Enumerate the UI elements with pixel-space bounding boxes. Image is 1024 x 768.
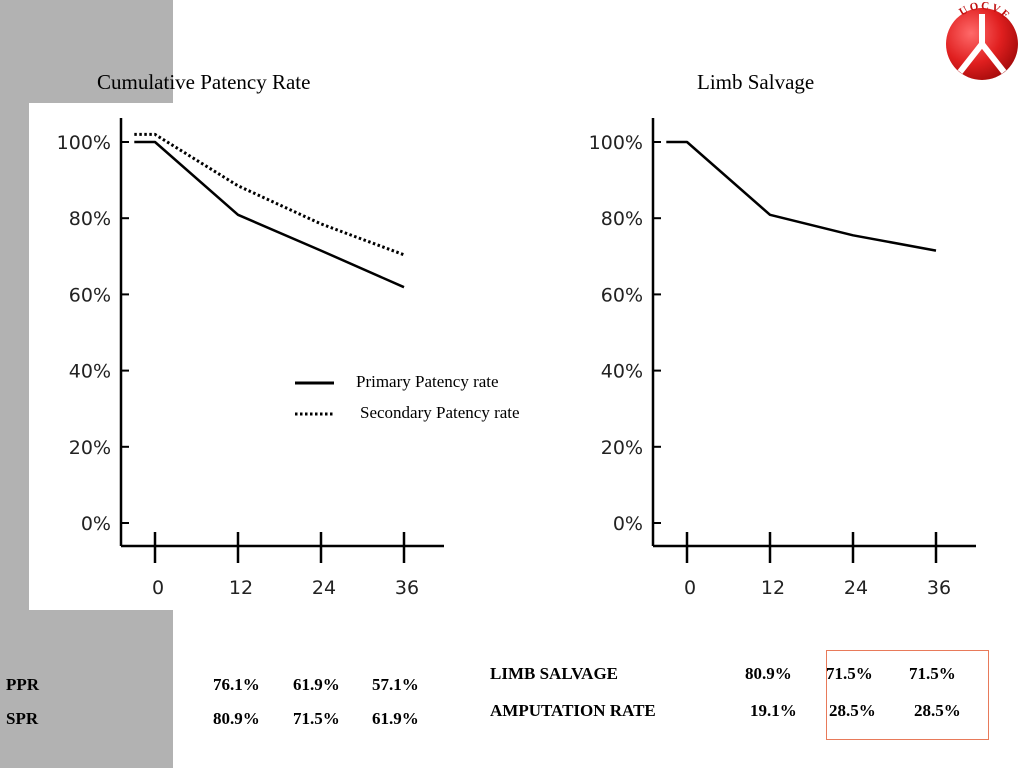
- x-tick-label: 36: [395, 577, 419, 599]
- limb-chart-title: Limb Salvage: [697, 70, 815, 94]
- y-tick-label: 40%: [601, 361, 643, 383]
- primary-series-line: [134, 140, 405, 289]
- y-tick-label: 20%: [69, 437, 111, 459]
- x-tick-label: 24: [312, 577, 336, 599]
- amputation-rate-label: AMPUTATION RATE: [490, 701, 656, 720]
- x-tick-label: 24: [844, 577, 868, 599]
- ppr-value-2: 61.9%: [293, 675, 340, 694]
- secondary-series-line: [134, 132, 405, 257]
- highlight-box: [826, 650, 989, 740]
- amputation-rate-value-1: 19.1%: [750, 701, 797, 720]
- y-tick-label: 100%: [57, 132, 111, 154]
- x-tick-label: 12: [761, 577, 785, 599]
- limb-salvage-chart: 100% 80% 60% 40% 20% 0% 0 12 24 36: [589, 118, 976, 599]
- x-tick-label: 12: [229, 577, 253, 599]
- y-tick-label: 20%: [601, 437, 643, 459]
- limb-salvage-value-1: 80.9%: [745, 664, 792, 683]
- legend-label: Secondary Patency rate: [360, 403, 520, 422]
- ppr-label: PPR: [6, 675, 40, 694]
- ppr-value-1: 76.1%: [213, 675, 260, 694]
- spr-value-3: 61.9%: [372, 709, 419, 728]
- spr-value-2: 71.5%: [293, 709, 340, 728]
- limb-salvage-label: LIMB SALVAGE: [490, 664, 619, 683]
- legend-label: Primary Patency rate: [356, 372, 499, 391]
- patency-chart-title: Cumulative Patency Rate: [97, 70, 311, 94]
- limb-salvage-value-3: 71.5%: [909, 664, 956, 683]
- y-tick-label: 0%: [613, 513, 643, 535]
- primary-series-line: [666, 140, 937, 252]
- limb-salvage-value-2: 71.5%: [826, 664, 873, 683]
- spr-value-1: 80.9%: [213, 709, 260, 728]
- uocve-logo: UOCVE: [946, 0, 1018, 80]
- y-tick-label: 60%: [601, 284, 643, 306]
- y-tick-label: 40%: [69, 361, 111, 383]
- spr-label: SPR: [6, 709, 39, 728]
- patency-chart: 100% 80% 60% 40% 20% 0% 0 12 24 36 Primary Patency…: [57, 118, 520, 599]
- amputation-rate-value-2: 28.5%: [829, 701, 876, 720]
- ppr-value-3: 57.1%: [372, 675, 419, 694]
- y-tick-label: 100%: [589, 132, 643, 154]
- y-tick-label: 0%: [81, 513, 111, 535]
- y-tick-label: 60%: [69, 284, 111, 306]
- x-tick-label: 36: [927, 577, 951, 599]
- x-tick-label: 0: [684, 577, 696, 599]
- y-tick-label: 80%: [601, 208, 643, 230]
- chart-background-panel: [29, 103, 173, 610]
- amputation-rate-value-3: 28.5%: [914, 701, 961, 720]
- x-tick-label: 0: [152, 577, 164, 599]
- y-tick-label: 80%: [69, 208, 111, 230]
